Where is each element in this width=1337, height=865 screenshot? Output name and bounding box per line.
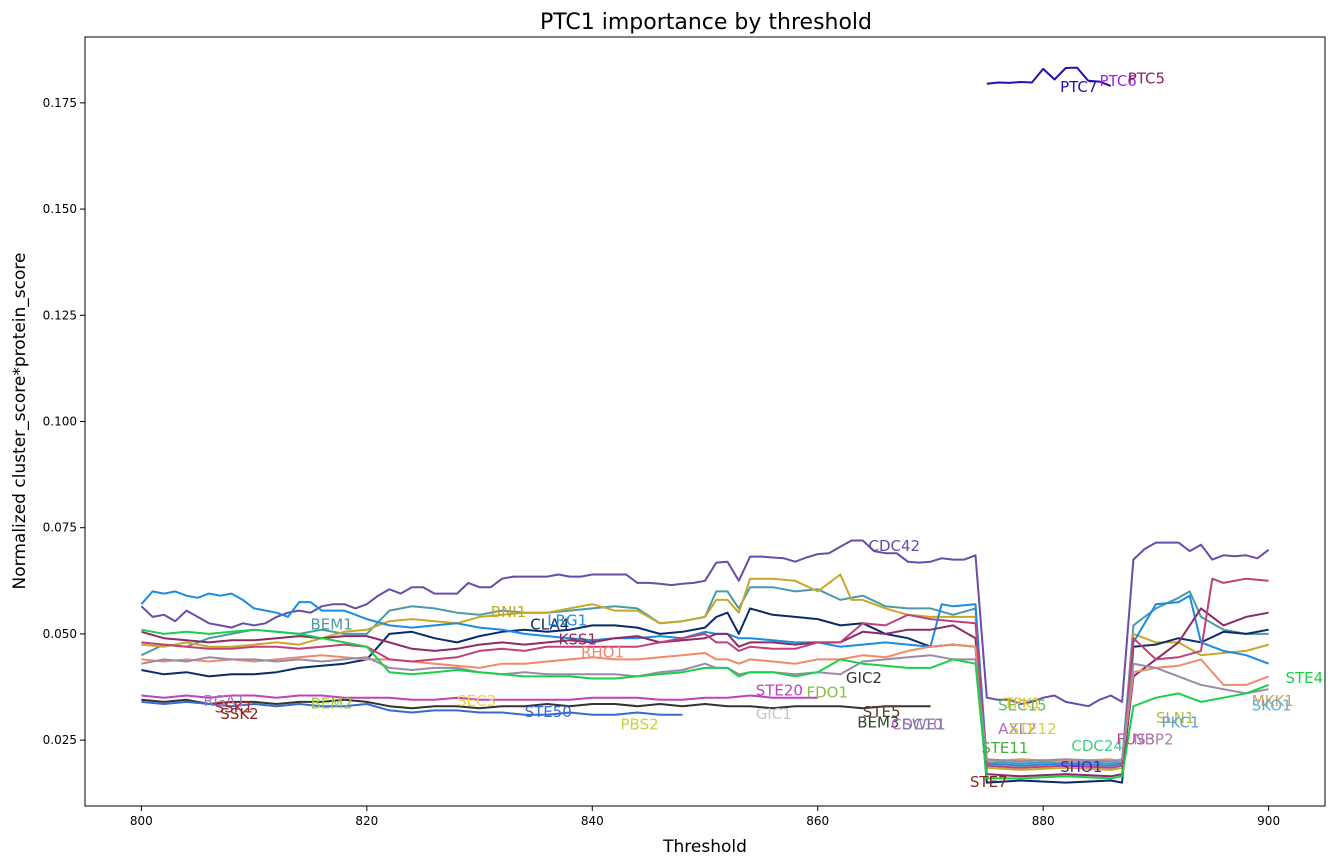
series-label-cdc42: CDC42 bbox=[869, 537, 921, 555]
y-tick-label: 0.050 bbox=[43, 627, 77, 641]
series-label-ste20: STE20 bbox=[756, 682, 803, 700]
y-tick-label: 0.100 bbox=[43, 415, 77, 429]
series-label-ste50: STE50 bbox=[525, 703, 572, 721]
series-label-bem3: BEM3 bbox=[857, 713, 899, 731]
series-label-kss1: KSS1 bbox=[559, 631, 597, 649]
series-label-bem2: BEM2 bbox=[311, 694, 353, 712]
series-label-nbp2: NBP2 bbox=[1133, 730, 1173, 748]
x-tick-label: 880 bbox=[1032, 814, 1055, 828]
series-label-fus3: FUS3 bbox=[1117, 730, 1156, 748]
chart-title: PTC1 importance by threshold bbox=[540, 10, 872, 35]
series-line-bem1 bbox=[140, 586, 1269, 765]
series-label-sec15: SEC15 bbox=[998, 696, 1047, 714]
series-line-ste50 bbox=[141, 700, 683, 716]
series-label-ssk2: SSK2 bbox=[220, 705, 258, 723]
series-line-gic2 bbox=[141, 698, 931, 710]
series-label-axl2: AXL2 bbox=[998, 720, 1036, 738]
y-tick-label: 0.125 bbox=[43, 308, 77, 322]
series-line-unlabeled-11 bbox=[141, 654, 1269, 763]
series-label-pkc1: PKC1 bbox=[1162, 713, 1200, 731]
series-label-lrg1: LRG1 bbox=[547, 611, 587, 629]
series-label-ptc5: PTC5 bbox=[1128, 70, 1165, 88]
series-label-ptc7: PTC7 bbox=[1060, 78, 1097, 96]
series-label-rga1: RGA1 bbox=[203, 692, 245, 710]
series-label-ste5: STE5 bbox=[863, 703, 901, 721]
series-label-pbs2: PBS2 bbox=[621, 716, 659, 734]
series-label-swe1: SWE1 bbox=[902, 716, 945, 734]
series-line-cla4 bbox=[141, 607, 1269, 784]
series-line-cdc42 bbox=[140, 539, 1270, 708]
series-label-fdo1: FDO1 bbox=[807, 684, 849, 702]
series-label-bem1: BEM1 bbox=[311, 616, 353, 634]
x-tick-label: 840 bbox=[581, 814, 604, 828]
series-label-ste4: STE4 bbox=[1286, 669, 1324, 687]
series-label-sho1: SHO1 bbox=[1060, 758, 1102, 776]
series-label-sec3: SEC3 bbox=[457, 692, 496, 710]
x-axis-label: Threshold bbox=[662, 837, 747, 857]
y-tick-label: 0.025 bbox=[43, 733, 77, 747]
series-line-ptc7 bbox=[986, 66, 1112, 87]
series-lines bbox=[140, 66, 1270, 784]
series-label-gic2: GIC2 bbox=[846, 669, 882, 687]
x-axis-ticks: 800 820 840 860 880 900 bbox=[130, 806, 1280, 828]
series-label-ste12: STE12 bbox=[1009, 720, 1056, 738]
x-tick-label: 900 bbox=[1257, 814, 1280, 828]
x-tick-label: 820 bbox=[355, 814, 378, 828]
series-label-mkk1: MKK1 bbox=[1252, 692, 1294, 710]
series-label-bni1: BNI1 bbox=[491, 603, 526, 621]
x-tick-label: 860 bbox=[806, 814, 829, 828]
series-label-cla4: CLA4 bbox=[530, 616, 569, 634]
series-label-rho1: RHO1 bbox=[581, 643, 624, 661]
series-line-kss1 bbox=[141, 607, 1269, 778]
series-label-cdc10: CDC10 bbox=[891, 716, 943, 734]
y-axis-label: Normalized cluster_score*protein_score bbox=[10, 253, 30, 590]
series-label-sko1: SKO1 bbox=[1252, 696, 1292, 714]
x-tick-label: 800 bbox=[130, 814, 153, 828]
y-axis-ticks: 0.025 0.050 0.075 0.100 0.125 0.150 0.175 bbox=[43, 96, 85, 747]
y-tick-label: 0.075 bbox=[43, 521, 77, 535]
series-label-ssk1: SSK1 bbox=[215, 699, 253, 717]
series-label-ste11: STE11 bbox=[981, 739, 1028, 757]
series-label-ptc6: PTC6 bbox=[1100, 72, 1137, 90]
series-line-lrg1 bbox=[140, 590, 1269, 767]
series-label-cdc24: CDC24 bbox=[1071, 737, 1123, 755]
series-label-sln1: SLN1 bbox=[1156, 709, 1195, 727]
series-line-bni1 bbox=[141, 573, 1269, 771]
series-label-gic1: GIC1 bbox=[756, 705, 792, 723]
y-tick-label: 0.175 bbox=[43, 96, 77, 110]
series-label-tpk1: TPK1 bbox=[1003, 694, 1042, 712]
series-line-ste20 bbox=[141, 694, 818, 701]
y-tick-label: 0.150 bbox=[43, 202, 77, 216]
series-line-ste4 bbox=[141, 628, 1269, 780]
series-line-unlabeled-10 bbox=[141, 577, 1269, 769]
series-label-ste7: STE7 bbox=[970, 773, 1008, 791]
